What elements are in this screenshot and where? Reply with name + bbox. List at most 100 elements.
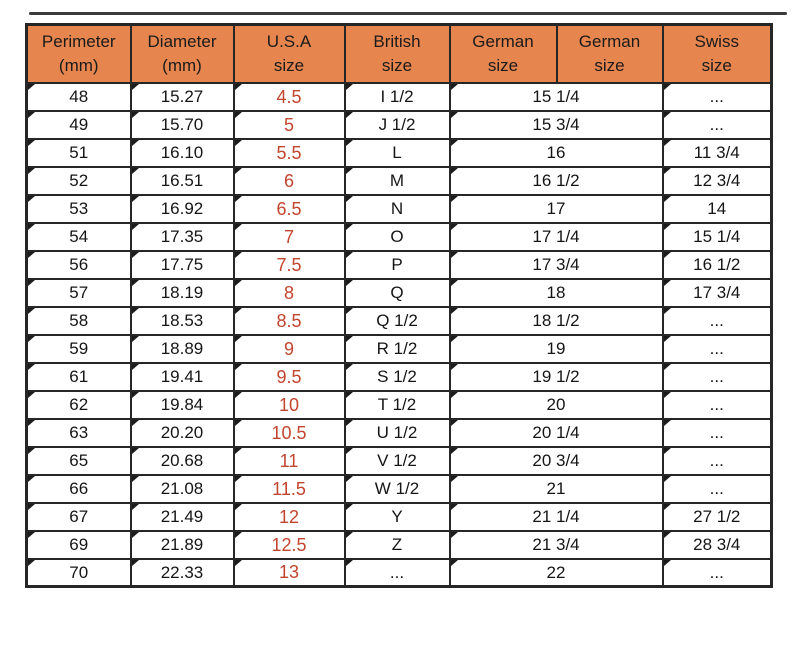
cell-usa-size: 13 [232, 557, 346, 588]
cell-diameter-mm: 20.20 [129, 417, 235, 448]
cell-usa-size: 9.5 [232, 361, 346, 392]
cell-perimeter-mm: 57 [25, 277, 132, 308]
cell-german-size: 17 1/4 [448, 221, 664, 252]
cell-british-size: O [343, 221, 451, 252]
cell-perimeter-mm: 59 [25, 333, 132, 364]
cell-british-size: W 1/2 [343, 473, 451, 504]
cell-diameter-mm: 18.89 [129, 333, 235, 364]
table-body: 48 15.27 4.5 I 1/2 15 1/4... 49 15.70 5 J 1/2 15 … [25, 81, 773, 588]
table-row: 53 16.92 6.5 N 17 14 [25, 193, 773, 224]
table-row: 57 18.19 8 Q 18 17 3/4 [25, 277, 773, 308]
table-row: 49 15.70 5 J 1/2 15 3/4... [25, 109, 773, 140]
cell-swiss-size: ... [661, 389, 773, 420]
cell-usa-size: 5 [232, 109, 346, 140]
cell-german-size: 19 1/2 [448, 361, 664, 392]
cell-british-size: Q [343, 277, 451, 308]
cell-british-size: Z [343, 529, 451, 560]
scan-artifact-line [29, 12, 787, 15]
cell-perimeter-mm: 49 [25, 109, 132, 140]
cell-german-size: 20 3/4 [448, 445, 664, 476]
col-header-perimeter: Perimeter (mm) [25, 23, 132, 84]
cell-usa-size: 7.5 [232, 249, 346, 280]
ring-size-conversion-table: Perimeter (mm) Diameter (mm) U.S.A size … [25, 23, 773, 588]
cell-diameter-mm: 21.08 [129, 473, 235, 504]
cell-perimeter-mm: 65 [25, 445, 132, 476]
cell-british-size: I 1/2 [343, 81, 451, 112]
cell-diameter-mm: 16.10 [129, 137, 235, 168]
cell-usa-size: 10 [232, 389, 346, 420]
col-header-german-size-1: German size [448, 23, 558, 84]
cell-usa-size: 10.5 [232, 417, 346, 448]
table-row: 54 17.35 7 O 17 1/4 15 1/4 [25, 221, 773, 252]
cell-german-size: 20 1/4 [448, 417, 664, 448]
cell-usa-size: 12.5 [232, 529, 346, 560]
cell-british-size: S 1/2 [343, 361, 451, 392]
col-header-swiss-size: Swiss size [661, 23, 773, 84]
cell-perimeter-mm: 66 [25, 473, 132, 504]
cell-german-size: 20 [448, 389, 664, 420]
cell-diameter-mm: 15.27 [129, 81, 235, 112]
cell-perimeter-mm: 67 [25, 501, 132, 532]
table-row: 62 19.84 10 T 1/2 20... [25, 389, 773, 420]
cell-british-size: Q 1/2 [343, 305, 451, 336]
cell-german-size: 19 [448, 333, 664, 364]
cell-diameter-mm: 18.53 [129, 305, 235, 336]
table-row: 65 20.68 11 V 1/2 20 3/4... [25, 445, 773, 476]
cell-german-size: 18 1/2 [448, 305, 664, 336]
cell-swiss-size: ... [661, 305, 773, 336]
cell-diameter-mm: 20.68 [129, 445, 235, 476]
table-row: 59 18.89 9 R 1/2 19... [25, 333, 773, 364]
cell-german-size: 15 1/4 [448, 81, 664, 112]
cell-usa-size: 9 [232, 333, 346, 364]
cell-swiss-size: 14 [661, 193, 773, 224]
cell-perimeter-mm: 54 [25, 221, 132, 252]
cell-usa-size: 8.5 [232, 305, 346, 336]
cell-german-size: 16 [448, 137, 664, 168]
cell-british-size: Y [343, 501, 451, 532]
header-row: Perimeter (mm) Diameter (mm) U.S.A size … [25, 23, 773, 84]
cell-german-size: 21 3/4 [448, 529, 664, 560]
cell-perimeter-mm: 51 [25, 137, 132, 168]
cell-usa-size: 6 [232, 165, 346, 196]
cell-swiss-size: 16 1/2 [661, 249, 773, 280]
cell-diameter-mm: 18.19 [129, 277, 235, 308]
cell-german-size: 22 [448, 557, 664, 588]
cell-diameter-mm: 19.41 [129, 361, 235, 392]
cell-british-size: T 1/2 [343, 389, 451, 420]
cell-swiss-size: ... [661, 445, 773, 476]
cell-german-size: 16 1/2 [448, 165, 664, 196]
table-row: 70 22.33 13... 22... [25, 557, 773, 588]
table-row: 52 16.51 6 M 16 1/2 12 3/4 [25, 165, 773, 196]
cell-german-size: 21 [448, 473, 664, 504]
cell-swiss-size: ... [661, 109, 773, 140]
cell-perimeter-mm: 52 [25, 165, 132, 196]
cell-diameter-mm: 21.49 [129, 501, 235, 532]
cell-perimeter-mm: 62 [25, 389, 132, 420]
cell-british-size: L [343, 137, 451, 168]
col-header-usa-size: U.S.A size [232, 23, 346, 84]
table-row: 63 20.20 10.5 U 1/2 20 1/4... [25, 417, 773, 448]
cell-swiss-size: 17 3/4 [661, 277, 773, 308]
cell-diameter-mm: 17.75 [129, 249, 235, 280]
cell-perimeter-mm: 48 [25, 81, 132, 112]
cell-british-size: V 1/2 [343, 445, 451, 476]
cell-swiss-size: ... [661, 557, 773, 588]
cell-diameter-mm: 21.89 [129, 529, 235, 560]
cell-usa-size: 8 [232, 277, 346, 308]
cell-perimeter-mm: 69 [25, 529, 132, 560]
table-row: 67 21.49 12 Y 21 1/4 27 1/2 [25, 501, 773, 532]
cell-usa-size: 5.5 [232, 137, 346, 168]
table-row: 58 18.53 8.5 Q 1/2 18 1/2... [25, 305, 773, 336]
cell-swiss-size: 12 3/4 [661, 165, 773, 196]
cell-swiss-size: ... [661, 361, 773, 392]
cell-swiss-size: ... [661, 333, 773, 364]
cell-usa-size: 4.5 [232, 81, 346, 112]
table-row: 69 21.89 12.5 Z 21 3/4 28 3/4 [25, 529, 773, 560]
col-header-british-size: British size [343, 23, 451, 84]
cell-british-size: P [343, 249, 451, 280]
cell-usa-size: 11.5 [232, 473, 346, 504]
cell-diameter-mm: 16.92 [129, 193, 235, 224]
col-header-german-size-2: German size [556, 23, 664, 84]
cell-british-size: ... [343, 557, 451, 588]
